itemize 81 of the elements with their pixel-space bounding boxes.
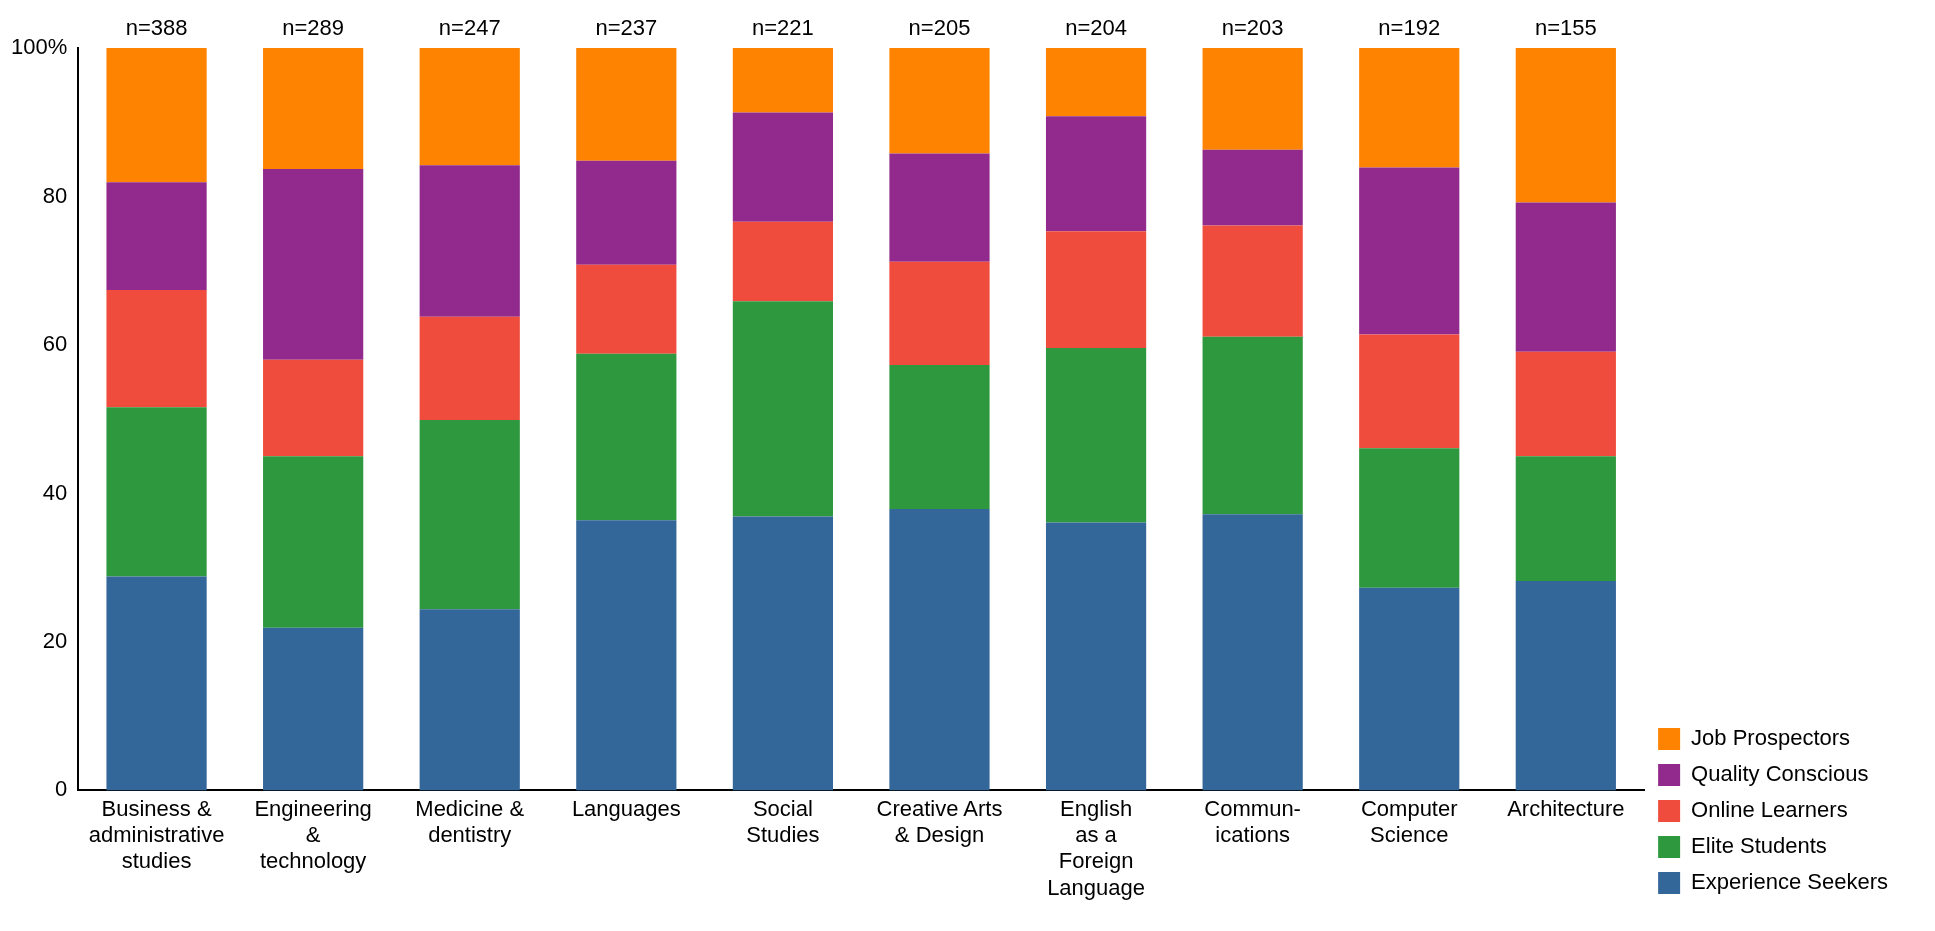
bar — [1359, 334, 1460, 449]
bar — [1359, 587, 1460, 791]
bar — [106, 290, 207, 408]
bar — [1045, 231, 1147, 348]
bar — [106, 576, 207, 791]
bar — [1045, 347, 1147, 523]
bar — [732, 516, 834, 791]
bar — [1359, 48, 1460, 168]
text: n=388 — [125, 15, 188, 41]
bar — [1045, 522, 1147, 791]
bar — [263, 359, 364, 457]
y-tick-label: 80 — [42, 182, 68, 208]
bar — [1045, 48, 1147, 117]
bar — [1515, 581, 1616, 791]
bar — [576, 48, 677, 161]
text: n=203 — [1221, 15, 1284, 41]
bar — [576, 353, 677, 521]
x-tick-label: Social Studies — [746, 795, 820, 848]
bar — [732, 221, 834, 302]
bar — [106, 48, 207, 183]
legend-label: Experience Seekers — [1691, 869, 1889, 895]
y-tick-label: 100% — [10, 34, 68, 60]
x-tick-label: Architecture — [1507, 795, 1625, 821]
text: n=204 — [1065, 15, 1127, 41]
legend-label: Quality Conscious — [1691, 761, 1869, 787]
bar — [1515, 351, 1616, 457]
bar — [732, 301, 834, 517]
bar — [263, 48, 364, 170]
bar — [1359, 167, 1460, 335]
bar — [889, 509, 990, 791]
bar — [419, 165, 520, 317]
text: n=247 — [438, 15, 501, 41]
bar — [263, 456, 364, 628]
x-tick-label: Commun- ications — [1204, 795, 1301, 848]
bar — [732, 112, 834, 222]
bar — [419, 48, 520, 166]
bar — [263, 627, 364, 791]
legend-label: Elite Students — [1691, 833, 1827, 859]
text: n=289 — [282, 15, 345, 41]
x-tick-label: Engineering & technology — [254, 795, 372, 874]
text: n=155 — [1534, 15, 1597, 41]
bar — [889, 153, 990, 262]
text: n=237 — [595, 15, 658, 41]
y-tick-label: 0 — [55, 776, 68, 802]
bar — [1045, 116, 1147, 232]
legend-label: Online Learners — [1691, 797, 1848, 823]
bar — [1359, 448, 1460, 588]
y-tick-label: 60 — [42, 331, 68, 357]
bar — [419, 316, 520, 420]
bar — [576, 160, 677, 265]
text: n=221 — [752, 15, 814, 41]
bar — [1202, 336, 1303, 515]
bar — [1202, 225, 1303, 337]
x-tick-label: English as a Foreign Language — [1047, 795, 1146, 900]
x-tick-label: Computer Science — [1360, 795, 1458, 848]
bar — [419, 419, 520, 610]
legend-label: Job Prospectors — [1691, 725, 1851, 751]
bar — [106, 407, 207, 577]
bar — [1515, 456, 1616, 582]
bar — [419, 609, 520, 791]
bar — [732, 48, 834, 113]
bar — [576, 520, 677, 791]
text: n=205 — [908, 15, 971, 41]
y-tick-label: 40 — [42, 479, 68, 505]
bar — [889, 48, 990, 154]
bar — [1515, 202, 1616, 352]
text: n=192 — [1378, 15, 1441, 41]
x-tick-label: Medicine & dentistry — [415, 795, 525, 848]
x-tick-label: Creative Arts & Design — [876, 795, 1003, 848]
bar — [1202, 514, 1303, 791]
x-tick-label: Languages — [571, 795, 681, 821]
bar — [576, 264, 677, 354]
bar — [1202, 48, 1303, 150]
x-tick-label: Business & administrative studies — [88, 795, 225, 874]
bar — [1515, 48, 1616, 203]
y-tick-label: 20 — [42, 627, 68, 653]
bar — [889, 261, 990, 366]
bar — [106, 182, 207, 291]
bar — [263, 169, 364, 360]
bar — [1202, 149, 1303, 226]
bar — [889, 365, 990, 510]
